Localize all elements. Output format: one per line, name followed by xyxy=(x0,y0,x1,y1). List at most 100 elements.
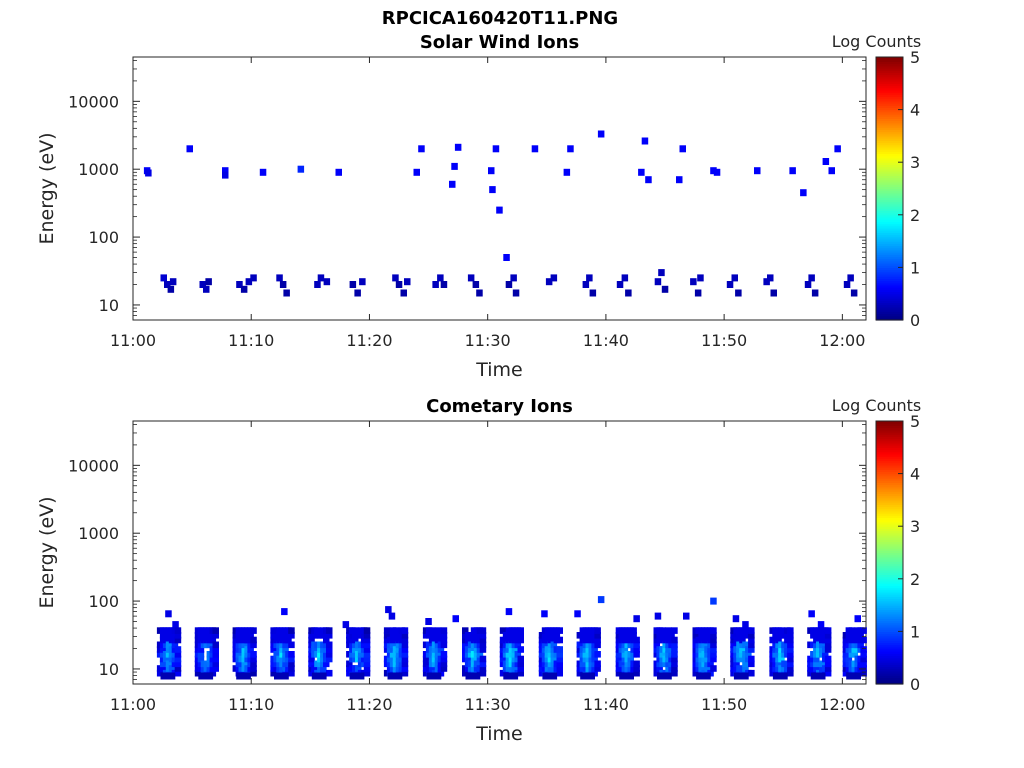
data-cell xyxy=(434,627,442,634)
data-cell xyxy=(668,632,675,639)
data-cell xyxy=(811,289,819,297)
colorbar-segment xyxy=(876,679,903,683)
data-cell xyxy=(679,145,686,153)
data-cell xyxy=(748,655,755,663)
data-cell xyxy=(517,665,524,672)
data-cell xyxy=(848,627,856,634)
data-cell xyxy=(860,655,867,663)
data-cell xyxy=(502,632,510,639)
data-cell xyxy=(401,646,409,653)
data-cell xyxy=(355,665,362,672)
colorbar-segment xyxy=(876,576,903,580)
data-cell xyxy=(428,636,436,644)
data-cell xyxy=(288,641,295,649)
data-cell xyxy=(222,167,229,175)
data-cell xyxy=(789,167,796,175)
data-cell xyxy=(454,143,462,151)
colorbar-segment xyxy=(876,475,903,479)
cometary-panel: 11:00 11:10 11:20 11:30 11:40 11:50 12:0010100… xyxy=(36,396,921,745)
data-cell xyxy=(165,660,173,668)
data-cell xyxy=(694,289,702,297)
colorbar-segment xyxy=(876,646,903,650)
colorbar-segment xyxy=(876,484,903,488)
colorbar-segment xyxy=(876,499,903,503)
colorbar-segment xyxy=(876,210,903,214)
colorbar-segment xyxy=(876,666,903,670)
data-cell xyxy=(517,646,524,653)
colorbar-segment xyxy=(876,107,903,111)
data-cell xyxy=(638,168,645,176)
data-cell xyxy=(354,289,361,297)
data-cell xyxy=(162,636,170,644)
data-cell xyxy=(787,651,794,658)
data-cell xyxy=(426,672,433,680)
data-cell xyxy=(814,672,822,680)
data-cell xyxy=(860,660,867,668)
data-cell xyxy=(819,672,826,680)
data-cell xyxy=(212,660,219,668)
data-cell xyxy=(437,274,444,282)
data-cell xyxy=(707,660,714,668)
colorbar-segment xyxy=(876,635,903,639)
colorbar-segment xyxy=(876,317,903,321)
data-cell xyxy=(503,254,510,261)
data-cell xyxy=(556,669,563,677)
data-cell xyxy=(320,672,327,680)
y-tick-label: 10 xyxy=(99,296,119,315)
colorbar-segment xyxy=(876,105,903,109)
data-cell xyxy=(288,660,295,668)
colorbar-segment xyxy=(876,534,903,538)
colorbar-segment xyxy=(876,267,903,271)
data-cell xyxy=(395,281,403,288)
data-cell xyxy=(314,627,321,634)
data-cell xyxy=(824,655,832,663)
data-cell xyxy=(505,608,513,616)
data-cell xyxy=(288,669,295,677)
data-cell xyxy=(276,655,283,663)
colorbar-segment xyxy=(876,541,903,545)
data-cell xyxy=(860,651,867,658)
data-cell xyxy=(848,632,856,639)
colorbar-segment xyxy=(876,74,903,78)
data-cell xyxy=(171,641,179,649)
data-cell xyxy=(531,145,539,153)
data-cell xyxy=(594,665,601,672)
data-cell xyxy=(323,636,330,644)
data-cell xyxy=(804,281,812,288)
colorbar-segment xyxy=(876,78,903,82)
colorbar-segment xyxy=(876,168,903,172)
data-cell xyxy=(199,281,206,288)
data-cell xyxy=(353,672,361,680)
colorbar-segment xyxy=(876,197,903,201)
data-cell xyxy=(697,274,704,282)
colorbar-segment xyxy=(876,570,903,573)
data-cell xyxy=(168,672,176,680)
data-cell xyxy=(775,636,782,644)
data-cell xyxy=(633,615,640,623)
data-cell xyxy=(276,274,283,282)
data-cell xyxy=(710,632,717,639)
data-cell xyxy=(544,632,552,639)
colorbar-tick-label: 1 xyxy=(910,622,920,641)
data-cell xyxy=(363,665,371,672)
data-cell xyxy=(656,665,663,672)
data-cell xyxy=(661,285,669,293)
data-cell xyxy=(197,655,205,663)
x-tick-label: 12:00 xyxy=(819,695,865,714)
data-cell xyxy=(633,669,640,677)
colorbar-segment xyxy=(876,284,903,288)
data-cell xyxy=(633,651,640,658)
colorbar-segment xyxy=(876,133,903,137)
colorbar-segment xyxy=(876,184,903,187)
data-cell xyxy=(326,646,333,653)
data-cell xyxy=(851,646,858,653)
colorbar-segment xyxy=(876,580,903,584)
colorbar-segment xyxy=(876,561,903,565)
data-cell xyxy=(824,646,832,653)
colorbar-segment xyxy=(876,572,903,576)
colorbar-segment xyxy=(876,495,903,499)
colorbar-segment xyxy=(876,311,903,315)
data-cell xyxy=(735,289,742,297)
data-cell xyxy=(425,618,432,625)
y-tick-label: 1000 xyxy=(78,160,119,179)
